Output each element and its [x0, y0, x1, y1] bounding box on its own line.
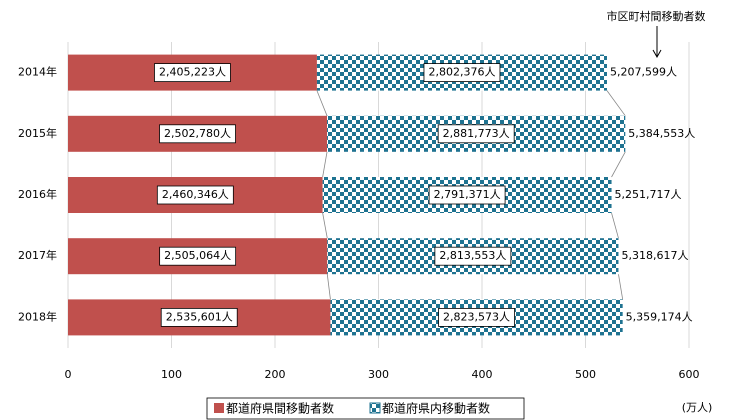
x-tick-label: 100 [161, 368, 182, 381]
value-label-box [437, 124, 515, 144]
value-label-box [423, 63, 501, 82]
x-tick-label: 500 [575, 368, 596, 381]
value-label-box [156, 185, 234, 205]
connector-line [611, 212, 619, 239]
connector-line [322, 212, 328, 239]
connector-line [606, 90, 626, 117]
total-annotation: 市区町村間移動者数 [607, 9, 706, 23]
value-label: 2,823,573人 [443, 310, 510, 323]
value-label-box [428, 185, 506, 205]
value-label: 2,502,780人 [164, 127, 231, 140]
legend-label: 都道府県内移動者数 [382, 401, 490, 416]
value-label: 2,405,223人 [159, 66, 226, 79]
connector-line [611, 151, 626, 178]
total-label: 5,318,617人 [621, 249, 688, 262]
x-tick-label: 0 [65, 368, 72, 381]
annotation-arrowhead [652, 49, 662, 59]
legend-label: 都道府県間移動者数 [226, 401, 334, 416]
value-label: 2,505,064人 [164, 249, 231, 262]
connector-line [322, 151, 328, 178]
value-label: 2,535,601人 [166, 310, 233, 323]
value-label: 2,802,376人 [428, 66, 495, 79]
connector-line [618, 274, 624, 300]
total-label: 5,359,174人 [626, 310, 693, 323]
connector-line [316, 90, 328, 116]
y-tick-label: 2017年 [18, 248, 57, 262]
connector-line [326, 274, 331, 300]
value-label-box [159, 124, 236, 144]
value-label-box [154, 63, 231, 82]
value-label: 2,791,371人 [434, 188, 501, 201]
value-label: 2,881,773人 [443, 127, 510, 140]
value-label-box [160, 307, 238, 327]
y-tick-label: 2016年 [18, 187, 57, 201]
value-label-box [434, 246, 512, 266]
total-label: 5,384,553人 [628, 127, 695, 140]
y-tick-label: 2015年 [18, 126, 57, 140]
value-label: 2,813,553人 [439, 249, 506, 262]
legend-swatch [214, 403, 224, 413]
y-tick-label: 2018年 [18, 309, 57, 323]
legend-box [206, 397, 525, 420]
x-unit: (万人) [682, 401, 713, 414]
total-label: 5,207,599人 [610, 66, 677, 79]
legend-swatch [369, 402, 381, 414]
x-tick-label: 400 [472, 368, 493, 381]
value-label: 2,460,346人 [162, 188, 229, 201]
value-label-box [159, 246, 237, 266]
x-tick-label: 300 [368, 368, 389, 381]
x-tick-label: 200 [265, 368, 286, 381]
x-tick-label: 600 [679, 368, 700, 381]
y-tick-label: 2014年 [18, 65, 57, 79]
value-label-box [438, 307, 515, 327]
total-label: 5,251,717人 [615, 188, 682, 201]
